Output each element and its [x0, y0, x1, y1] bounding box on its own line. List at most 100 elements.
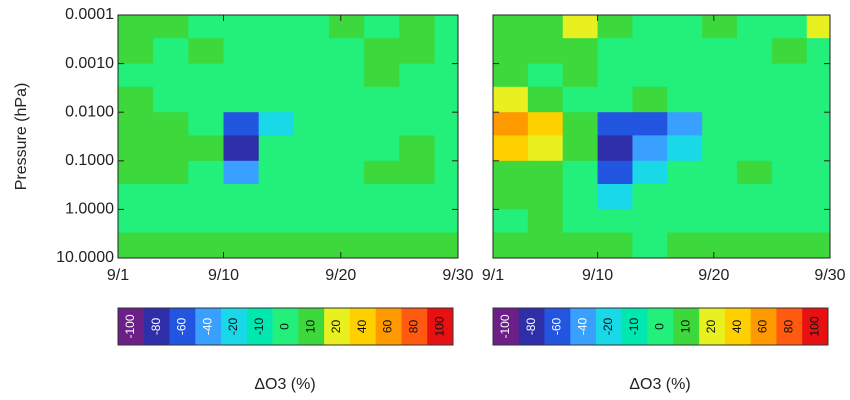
- x-tick-label: 9/1: [482, 267, 504, 284]
- y-tick-label: 10.0000: [56, 249, 114, 266]
- heat-cell: [153, 209, 189, 233]
- colorbar-box: [673, 308, 700, 345]
- heat-cell: [806, 38, 831, 64]
- y-tick-label: 0.1000: [65, 152, 114, 169]
- heat-cell: [737, 183, 773, 210]
- heat-cell: [527, 232, 564, 259]
- heat-cell: [329, 86, 365, 113]
- heat-cell: [771, 135, 808, 162]
- heat-cell: [493, 38, 529, 64]
- heat-cell: [527, 86, 564, 113]
- heat-cell: [527, 112, 564, 136]
- heat-cell: [188, 86, 224, 113]
- heat-cell: [223, 183, 260, 210]
- heat-cell: [702, 38, 738, 64]
- heat-cell: [806, 86, 831, 113]
- colorbar-frame: [492, 307, 829, 346]
- heat-cell: [771, 15, 808, 39]
- heat-cell: [293, 209, 330, 233]
- heat-cell: [702, 209, 738, 233]
- heat-cell: [223, 232, 260, 259]
- colorbar-label: 10: [678, 320, 692, 334]
- x-tick-label: 9/1: [107, 267, 129, 284]
- heat-cell: [188, 112, 224, 136]
- heat-cell: [562, 38, 598, 64]
- heat-cell: [527, 38, 564, 64]
- heat-cell: [737, 209, 773, 233]
- heat-cell: [188, 135, 224, 162]
- heat-cell: [434, 86, 459, 113]
- colorbar-box: [427, 308, 454, 345]
- colorbar-box: [518, 308, 545, 345]
- colorbar-label: -20: [226, 318, 240, 336]
- heat-cell: [771, 183, 808, 210]
- heat-cell: [771, 112, 808, 136]
- heat-cell: [667, 183, 703, 210]
- heat-cell: [562, 112, 598, 136]
- heat-cell: [399, 135, 435, 162]
- heat-cell: [364, 209, 400, 233]
- heat-cell: [562, 232, 598, 259]
- heat-cell: [737, 15, 773, 39]
- heat-cell: [118, 209, 154, 233]
- heat-cell: [329, 135, 365, 162]
- heat-cell: [293, 38, 330, 64]
- heat-cell: [329, 209, 365, 233]
- heat-cell: [597, 63, 633, 88]
- heat-cell: [527, 183, 564, 210]
- heat-cell: [771, 232, 808, 259]
- heat-cell: [258, 209, 295, 233]
- heat-cell: [364, 38, 400, 64]
- colorbar-label: -60: [550, 318, 564, 336]
- heat-cell: [223, 135, 260, 162]
- heat-cell: [258, 63, 295, 88]
- colorbar-box: [493, 308, 520, 345]
- x-tick-label: 9/20: [698, 267, 729, 284]
- heat-cell: [737, 160, 773, 185]
- heat-cell: [806, 209, 831, 233]
- heat-cell: [329, 112, 365, 136]
- heat-cell: [364, 86, 400, 113]
- colorbar-box: [724, 308, 751, 345]
- colorbar-box: [349, 308, 376, 345]
- colorbar-label: 40: [730, 320, 744, 334]
- heat-cell: [771, 63, 808, 88]
- heat-cell: [364, 63, 400, 88]
- heat-cell: [118, 15, 154, 39]
- heat-cell: [293, 112, 330, 136]
- heat-cell: [493, 86, 529, 113]
- heat-cell: [493, 63, 529, 88]
- heat-cell: [188, 63, 224, 88]
- heat-cell: [293, 15, 330, 39]
- x-tick-label: 9/30: [442, 267, 473, 284]
- colorbar-frame: [117, 307, 454, 346]
- colorbar-label: 0: [653, 323, 667, 330]
- colorbar-box: [221, 308, 248, 345]
- heat-cell: [434, 63, 459, 88]
- heat-cell: [597, 38, 633, 64]
- colorbar-box: [169, 308, 196, 345]
- heat-cell: [771, 160, 808, 185]
- heat-cell: [364, 183, 400, 210]
- heat-cell: [434, 183, 459, 210]
- heat-cell: [632, 160, 668, 185]
- heat-cell: [806, 15, 831, 39]
- heat-cell: [632, 232, 668, 259]
- heat-cell: [118, 38, 154, 64]
- heat-cell: [806, 63, 831, 88]
- heat-cell: [562, 135, 598, 162]
- heat-cell: [434, 15, 459, 39]
- heat-cell: [434, 232, 459, 259]
- heat-cell: [223, 15, 260, 39]
- heat-cell: [329, 63, 365, 88]
- heat-cell: [493, 135, 529, 162]
- heat-cell: [258, 183, 295, 210]
- heat-cell: [493, 232, 529, 259]
- colorbar-box: [596, 308, 623, 345]
- heat-cell: [293, 160, 330, 185]
- heat-cell: [188, 160, 224, 185]
- x-tick-label: 9/10: [582, 267, 613, 284]
- heat-cell: [223, 86, 260, 113]
- heat-cell: [632, 112, 668, 136]
- heat-cell: [364, 160, 400, 185]
